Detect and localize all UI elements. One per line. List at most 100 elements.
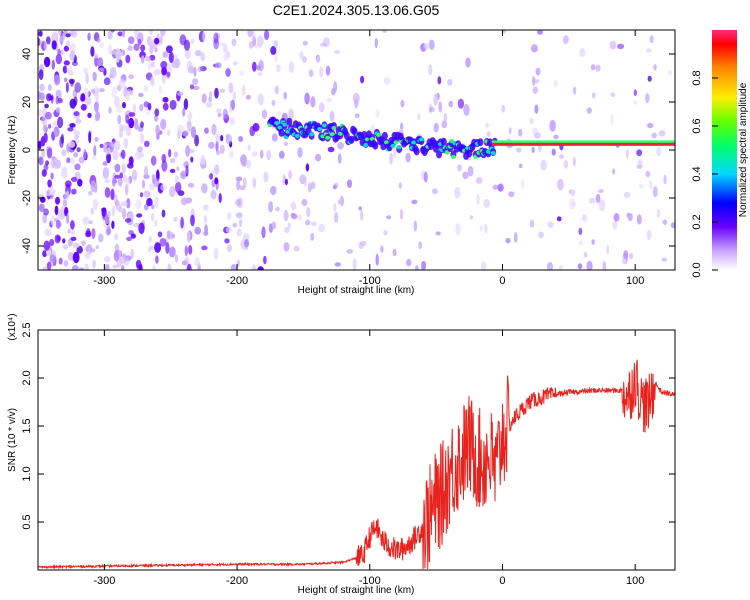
spectrogram-noise-cell bbox=[62, 65, 68, 74]
spectrogram-noise-cell bbox=[68, 78, 75, 85]
spectrogram-noise-cell bbox=[135, 199, 142, 209]
spectrogram-noise-cell bbox=[105, 147, 111, 155]
spectrogram-noise-cell bbox=[114, 233, 119, 241]
spectrogram-noise-cell bbox=[96, 37, 101, 43]
spectrogram-noise-cell bbox=[663, 174, 667, 185]
spectrogram-noise-cell bbox=[374, 37, 378, 49]
spectrogram-noise-cell bbox=[219, 144, 225, 154]
spectrogram-noise-cell bbox=[65, 190, 70, 200]
spectrogram-noise-cell bbox=[151, 212, 155, 222]
spectrogram-noise-cell bbox=[200, 52, 206, 62]
spectrogram-noise-cell bbox=[629, 252, 634, 260]
spectrogram-noise-cell bbox=[154, 37, 160, 45]
spectrogram-noise-cell bbox=[122, 101, 126, 109]
spectrogram-noise-cell bbox=[78, 156, 85, 164]
spectrogram-noise-cell bbox=[433, 122, 439, 133]
spectrogram-noise-cell bbox=[612, 168, 616, 175]
spectrogram-noise-cell bbox=[90, 180, 96, 193]
spectrogram-noise-cell bbox=[140, 44, 146, 52]
spectrogram-noise-cell bbox=[240, 157, 248, 167]
spectrogram-noise-cell bbox=[308, 69, 314, 78]
spectrogram-noise-cell bbox=[354, 113, 360, 119]
spectrogram-noise-cell bbox=[55, 219, 61, 229]
spectrogram-noise-cell bbox=[245, 94, 251, 100]
spectrogram-noise-cell bbox=[270, 185, 277, 196]
spectrogram-noise-cell bbox=[252, 177, 256, 189]
spectrogram-noise-cell bbox=[66, 157, 71, 164]
spectrogram-noise-cell bbox=[275, 206, 280, 212]
spectrogram-noise-cell bbox=[190, 126, 197, 139]
spectrogram-noise-cell bbox=[501, 105, 506, 113]
spectrogram-noise-cell bbox=[213, 247, 219, 260]
spectrogram-noise-cell bbox=[157, 231, 163, 238]
spectrogram-noise-cell bbox=[216, 108, 222, 114]
spectrogram-noise-cell bbox=[171, 60, 178, 69]
spectrogram-noise-cell bbox=[162, 96, 169, 103]
spectrogram-noise-cell bbox=[93, 101, 99, 113]
spectrogram-noise-cell bbox=[149, 182, 155, 191]
spectrogram-noise-cell bbox=[121, 208, 127, 220]
spectrogram-noise-cell bbox=[382, 30, 387, 33]
spectrogram-noise-cell bbox=[465, 57, 471, 68]
spectrogram-noise-cell bbox=[595, 193, 601, 203]
spectrogram-noise-cell bbox=[42, 250, 47, 258]
spectrogram-noise-cell bbox=[59, 35, 64, 45]
spectrogram-noise-cell bbox=[117, 177, 123, 187]
spectrogram-noise-cell bbox=[57, 48, 61, 56]
spectrogram-noise-cell bbox=[637, 159, 643, 170]
snr-y-tick-label: 2.5 bbox=[21, 322, 33, 337]
spectrogram-noise-cell bbox=[529, 117, 534, 124]
spectrogram-noise-cell bbox=[264, 30, 270, 41]
spectrogram-noise-cell bbox=[137, 146, 143, 153]
spectrogram-noise-cell bbox=[556, 216, 562, 222]
spectrogram-noise-cell bbox=[626, 212, 631, 218]
spectrogram-noise-cell bbox=[572, 156, 576, 167]
spectrogram-noise-cell bbox=[75, 118, 82, 124]
spectrogram-noise-cell bbox=[325, 65, 331, 76]
spectrogram-band-cell bbox=[278, 128, 285, 137]
spectrogram-noise-cell bbox=[77, 178, 83, 187]
spectrogram-noise-cell bbox=[263, 255, 267, 265]
spectrogram-noise-cell bbox=[43, 240, 51, 251]
spectrogram-noise-cell bbox=[126, 119, 132, 125]
spectrogram-noise-cell bbox=[169, 186, 176, 198]
colorbar-tick-label: 0.4 bbox=[691, 166, 703, 181]
spectrogram-noise-cell bbox=[399, 209, 404, 220]
spectrogram-noise-cell bbox=[140, 121, 144, 128]
spectrogram-noise-cell bbox=[392, 248, 397, 257]
spectrogram-noise-cell bbox=[271, 99, 276, 107]
spectrogram-noise-cell bbox=[90, 248, 96, 253]
spectrogram-noise-cell bbox=[284, 178, 288, 186]
spectrogram-noise-cell bbox=[652, 186, 658, 198]
spectrogram-band-cell bbox=[309, 132, 315, 137]
spectrogram-noise-cell bbox=[530, 44, 538, 53]
spectrogram-noise-cell bbox=[633, 100, 638, 105]
spectrogram-noise-cell bbox=[238, 136, 244, 142]
spectrogram-noise-cell bbox=[114, 174, 121, 179]
spectrogram-noise-cell bbox=[303, 177, 308, 187]
spectrogram-noise-cell bbox=[49, 189, 56, 196]
spectrogram-noise-cell bbox=[248, 41, 254, 49]
spectrogram-noise-cell bbox=[188, 148, 195, 154]
spectrogram-noise-cell bbox=[121, 163, 127, 174]
spectrogram-noise-cell bbox=[505, 237, 511, 244]
spectrogram-x-tick-label: 0 bbox=[499, 275, 505, 287]
spectrogram-noise-cell bbox=[278, 150, 285, 159]
colorbar-tick-label: 0.8 bbox=[691, 70, 703, 85]
spectrogram-noise-cell bbox=[111, 205, 116, 217]
spectrogram-noise-cell bbox=[186, 61, 193, 71]
spectrogram-noise-cell bbox=[70, 176, 78, 182]
colorbar-gradient bbox=[712, 30, 737, 270]
spectrogram-noise-cell bbox=[297, 147, 303, 158]
spectrogram-noise-cell bbox=[43, 164, 49, 171]
spectrogram-noise-cell bbox=[155, 124, 160, 136]
spectrogram-noise-cell bbox=[116, 53, 120, 63]
spectrogram-noise-cell bbox=[125, 125, 132, 137]
spectrogram-noise-cell bbox=[112, 150, 119, 161]
spectrogram-noise-cell bbox=[119, 172, 124, 179]
spectrogram-noise-cell bbox=[75, 136, 80, 145]
spectrogram-noise-cell bbox=[168, 148, 172, 158]
spectrogram-noise-cell bbox=[609, 40, 617, 50]
spectrogram-band-cell bbox=[329, 132, 335, 137]
snr-frame bbox=[37, 329, 676, 571]
